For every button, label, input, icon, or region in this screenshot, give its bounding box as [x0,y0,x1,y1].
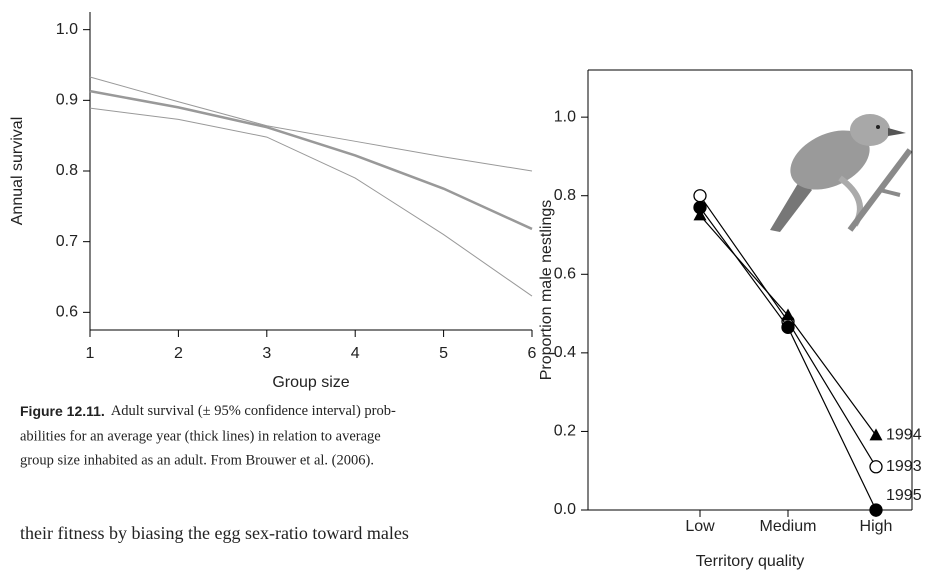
caption-line: Adult survival (± 95% confidence interva… [111,403,396,419]
y-tick-label: 1.0 [554,108,576,125]
x-tick-label: 4 [351,345,360,362]
y-tick-label: 0.0 [554,501,576,518]
x-axis-label: Territory quality [696,553,804,570]
x-tick-label: 3 [262,345,271,362]
x-tick-label: 5 [439,345,448,362]
marker [870,504,882,516]
y-tick-label: 1.0 [56,21,78,38]
caption-line: abilities for an average year (thick lin… [20,428,381,444]
series-line [90,77,532,171]
y-axis-label: Proportion male nestlings [538,200,555,381]
x-axis-label: Group size [272,374,349,391]
y-tick-label: 0.6 [56,304,78,321]
caption: Figure 12.11. Adult survival (± 95% confi… [20,403,396,420]
x-tick-label: High [860,518,893,535]
y-axis-label: Annual survival [9,117,26,226]
series-label: 1995 [886,487,922,504]
body-text: their fitness by biasing the egg sex-rat… [20,523,409,543]
caption-line: group size inhabited as an adult. From B… [20,452,374,468]
marker [694,190,706,202]
y-tick-label: 0.8 [554,187,576,204]
series-label: 1994 [886,427,922,444]
y-tick-label: 0.2 [554,423,576,440]
y-tick-label: 0.7 [56,233,78,250]
marker [694,202,706,214]
series-label: 1993 [886,458,922,475]
x-tick-label: Low [685,518,715,535]
bird-illustration [770,114,910,232]
y-tick-label: 0.9 [56,92,78,109]
x-tick-label: 1 [86,345,95,362]
y-tick-label: 0.6 [554,266,576,283]
y-tick-label: 0.8 [56,162,78,179]
marker [870,461,882,473]
caption-label: Figure 12.11. [20,403,105,419]
page: their fitness by biasing the egg sex-rat… [0,0,942,574]
marker [782,321,794,333]
x-tick-label: Medium [760,518,817,535]
y-tick-label: 0.4 [554,344,576,361]
series-line [700,208,876,511]
x-tick-label: 2 [174,345,183,362]
x-tick-label: 6 [528,345,537,362]
series-line [90,108,532,296]
